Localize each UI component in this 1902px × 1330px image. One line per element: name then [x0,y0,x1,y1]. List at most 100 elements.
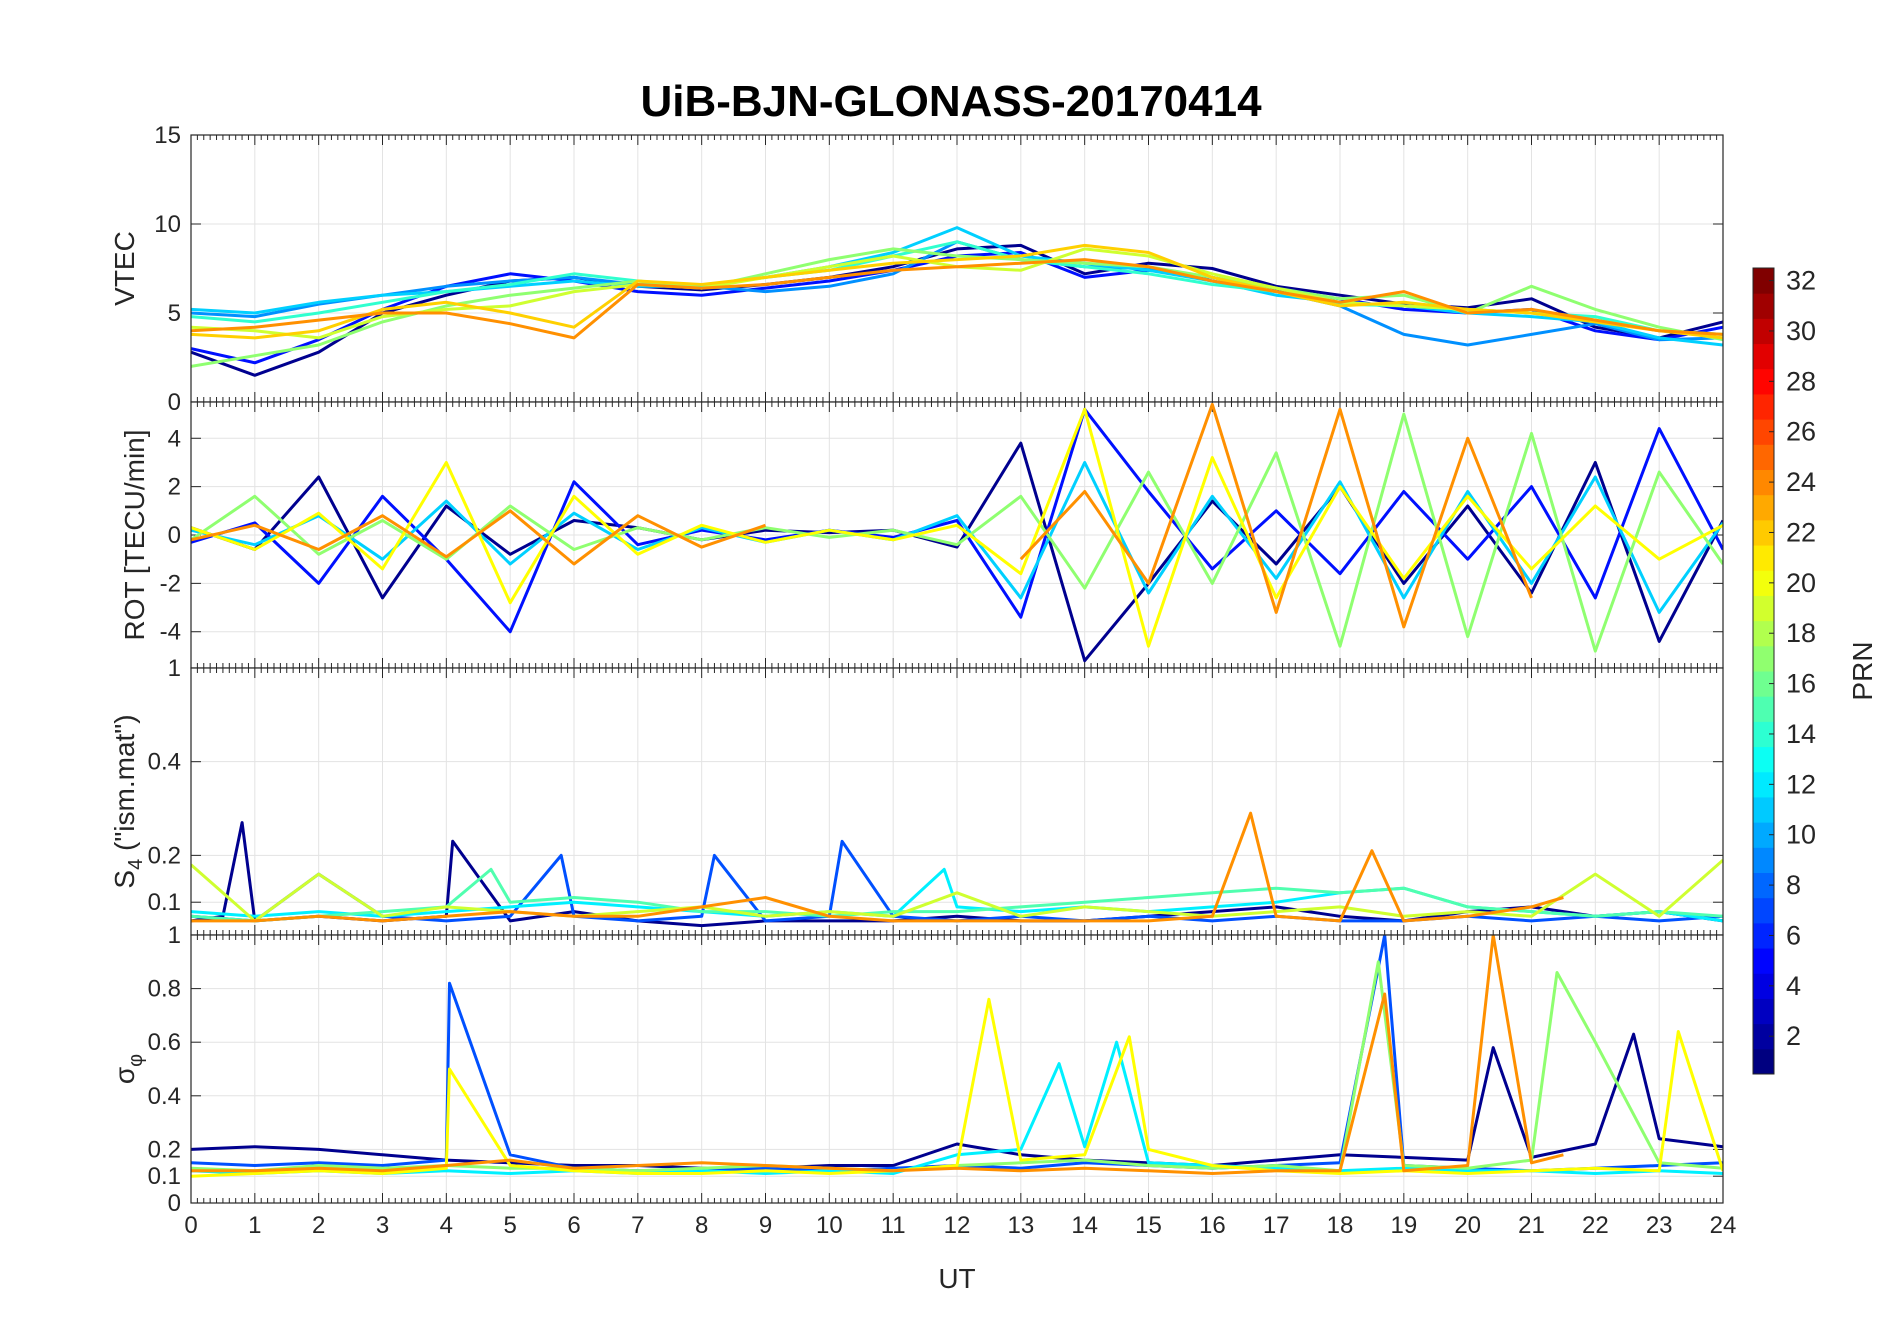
colorbar-segment [1753,897,1774,924]
colorbar-segment [1753,948,1774,974]
x-tick-label: 2 [312,1212,325,1239]
series-group [191,811,1723,928]
colorbar-segment [1753,469,1774,496]
y-tick-label: 0.4 [148,749,181,776]
colorbar-segment [1753,645,1774,672]
colorbar-segment [1753,872,1774,899]
colorbar-segment [1753,696,1774,722]
x-tick-label: 15 [1135,1212,1162,1239]
y-tick-label: 0 [168,1190,181,1217]
colorbar-tick-label: 24 [1786,467,1816,497]
x-tick-label: 17 [1263,1212,1290,1239]
y-tick-label: 0.2 [148,1136,181,1163]
y-tick-label: 0.6 [148,1029,181,1056]
x-tick-label: 20 [1454,1212,1481,1239]
y-tick-label: -2 [160,570,181,597]
colorbar-segment [1753,419,1774,445]
x-tick-label: 11 [881,1212,906,1239]
y-tick-label: 0.1 [148,889,181,916]
y-tick-label: 0 [168,389,181,416]
series-line-prn-15 [191,867,1723,923]
x-tick-label: 18 [1327,1212,1354,1239]
x-tick-label: 24 [1710,1212,1737,1239]
y-tick-label: 2 [168,474,181,501]
colorbar-segment [1753,822,1774,848]
series-line-prn-20 [191,407,1723,648]
y-tick-label: 0.2 [148,842,181,869]
y-axis-label-vtec: VTEC [109,231,140,306]
y-tick-label: 0.8 [148,976,181,1003]
y-tick-label: 0 [168,522,181,549]
series-line-prn-24 [191,258,1723,340]
colorbar-tick-label: 18 [1786,618,1816,648]
colorbar-segment [1753,973,1774,999]
colorbar-tick-label: 20 [1786,568,1816,598]
colorbar-segment [1753,671,1774,697]
series-line-prn-24 [191,811,1564,923]
colorbar-tick-label: 16 [1786,669,1816,699]
colorbar-segment [1753,343,1774,370]
x-tick-label: 10 [816,1212,843,1239]
vtec-panel: 0 5 10 15 VTEC [109,122,1724,416]
colorbar-segment [1753,620,1774,647]
colorbar-tick-label: 4 [1786,971,1801,1001]
series-group [191,226,1723,377]
colorbar-tick-label: 10 [1786,820,1816,850]
colorbar-segment [1753,847,1774,873]
x-axis-label: UT [938,1263,975,1294]
y-tick-label: 4 [168,425,181,452]
series-line-prn-24 [191,935,1564,1175]
y-tick-label: 10 [154,211,181,238]
colorbar-segment [1753,922,1774,949]
y-tick-label: 5 [168,300,181,327]
axes-frame [190,934,1724,1204]
series-line-prn-21 [191,243,1723,340]
series-line-prn-24 [191,402,1533,629]
colorbar-segment [1753,545,1774,571]
series-line-prn-17 [191,960,1723,1173]
y-tick-label: 0.4 [148,1083,181,1110]
series-line-prn-19 [191,858,1723,923]
colorbar-segment [1753,771,1774,798]
colorbar-tick-label: 32 [1786,266,1816,296]
series-line-prn-2 [191,441,1723,663]
colorbar-segment [1753,721,1774,748]
y-tick-label: 1 [168,922,181,949]
colorbar-segment [1753,519,1774,546]
x-tick-label: 12 [944,1212,971,1239]
x-tick-label: 4 [440,1212,453,1239]
x-tick-label: 8 [695,1212,708,1239]
colorbar-tick-label: 30 [1786,316,1816,346]
x-tick-label: 1 [248,1212,261,1239]
colorbar-tick-label: 28 [1786,366,1816,396]
y-axis-label-s4: S4 ("ism.mat") [109,714,147,888]
colorbar-segment [1753,998,1774,1025]
chart-title: UiB-BJN-GLONASS-20170414 [640,77,1262,126]
colorbar-segment [1753,494,1774,521]
series-group [191,402,1723,663]
x-tick-label: 9 [759,1212,772,1239]
series-line-prn-12 [191,1040,1723,1175]
series-line-prn-11 [191,461,1723,614]
colorbar-segment [1753,293,1774,319]
x-tick-label: 21 [1518,1212,1545,1239]
colorbar-segment [1753,595,1774,622]
y-axis-label-rot: ROT [TECU/min] [119,429,150,640]
x-tick-label: 6 [567,1212,580,1239]
y-axis-label-sigma_phi: σφ [109,1054,147,1084]
s4-panel: 0.1 0.2 0.4 1 S4 ("ism.mat") [109,655,1724,936]
x-tick-label: 19 [1390,1212,1417,1239]
colorbar-frame [1752,267,1775,1075]
series-group [191,935,1723,1178]
colorbar-segment [1753,746,1774,773]
colorbar-segment [1753,318,1774,345]
colorbar-tick-label: 6 [1786,920,1801,950]
series-line-prn-2 [191,243,1723,377]
x-tick-label: 7 [631,1212,644,1239]
y-tick-label: 1 [168,655,181,682]
colorbar-segment [1753,1023,1774,1050]
colorbar-segment [1753,570,1774,596]
colorbar-tick-label: 8 [1786,870,1801,900]
